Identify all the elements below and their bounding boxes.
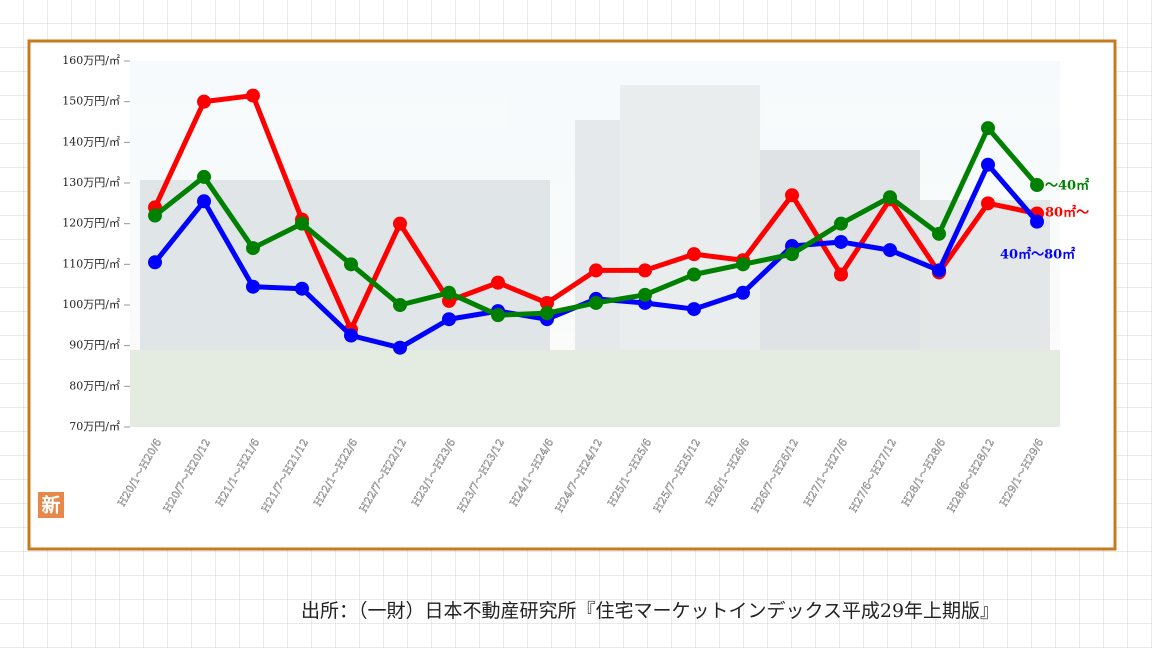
point — [393, 340, 407, 355]
badge-box — [38, 492, 64, 518]
point — [540, 306, 554, 321]
point — [638, 263, 652, 278]
point — [491, 308, 505, 323]
point — [687, 302, 701, 317]
badge: 新 — [41, 494, 60, 517]
point — [932, 263, 946, 278]
point — [981, 196, 995, 211]
point — [589, 263, 603, 278]
y-tick-label: 140万円/㎡ — [62, 135, 120, 148]
point — [148, 255, 162, 270]
point — [442, 285, 456, 300]
point — [883, 243, 897, 258]
point — [981, 121, 995, 136]
point — [834, 234, 848, 249]
y-tick-label: 100万円/㎡ — [62, 298, 120, 311]
point — [736, 285, 750, 300]
series-label: ～40㎡ — [1045, 178, 1089, 194]
source-note: 出所：（一財）日本不動産研究所『住宅マーケットインデックス平成29年上期版』 — [301, 600, 999, 622]
point — [785, 188, 799, 203]
point — [981, 157, 995, 172]
point — [197, 194, 211, 209]
point — [540, 295, 554, 310]
y-tick-label: 80万円/㎡ — [69, 379, 120, 392]
point — [1030, 178, 1044, 193]
point — [442, 312, 456, 327]
point — [932, 226, 946, 241]
point — [197, 169, 211, 184]
y-tick-label: 160万円/㎡ — [62, 54, 120, 67]
point — [687, 247, 701, 262]
y-tick-label: 110万円/㎡ — [62, 257, 120, 270]
y-tick-label: 120万円/㎡ — [62, 217, 120, 230]
series-label: 80㎡～ — [1045, 205, 1089, 221]
point — [197, 94, 211, 109]
point — [148, 208, 162, 223]
point — [295, 281, 309, 296]
point — [736, 257, 750, 272]
point — [246, 88, 260, 103]
series-label: 40㎡～80㎡ — [1000, 247, 1075, 263]
point — [491, 275, 505, 290]
point — [344, 257, 358, 272]
y-tick-label: 150万円/㎡ — [62, 95, 120, 108]
point — [295, 216, 309, 231]
point — [393, 298, 407, 312]
point — [246, 279, 260, 294]
point — [393, 216, 407, 231]
point — [246, 241, 260, 256]
point — [883, 190, 897, 205]
point — [589, 295, 603, 310]
y-tick-label: 90万円/㎡ — [69, 339, 120, 352]
point — [834, 216, 848, 231]
point — [834, 267, 848, 282]
point — [344, 328, 358, 343]
y-tick-label: 70万円/㎡ — [69, 420, 120, 433]
point — [1030, 214, 1044, 229]
point — [785, 247, 799, 262]
point — [638, 287, 652, 302]
point — [687, 267, 701, 282]
y-tick-label: 130万円/㎡ — [62, 176, 120, 189]
